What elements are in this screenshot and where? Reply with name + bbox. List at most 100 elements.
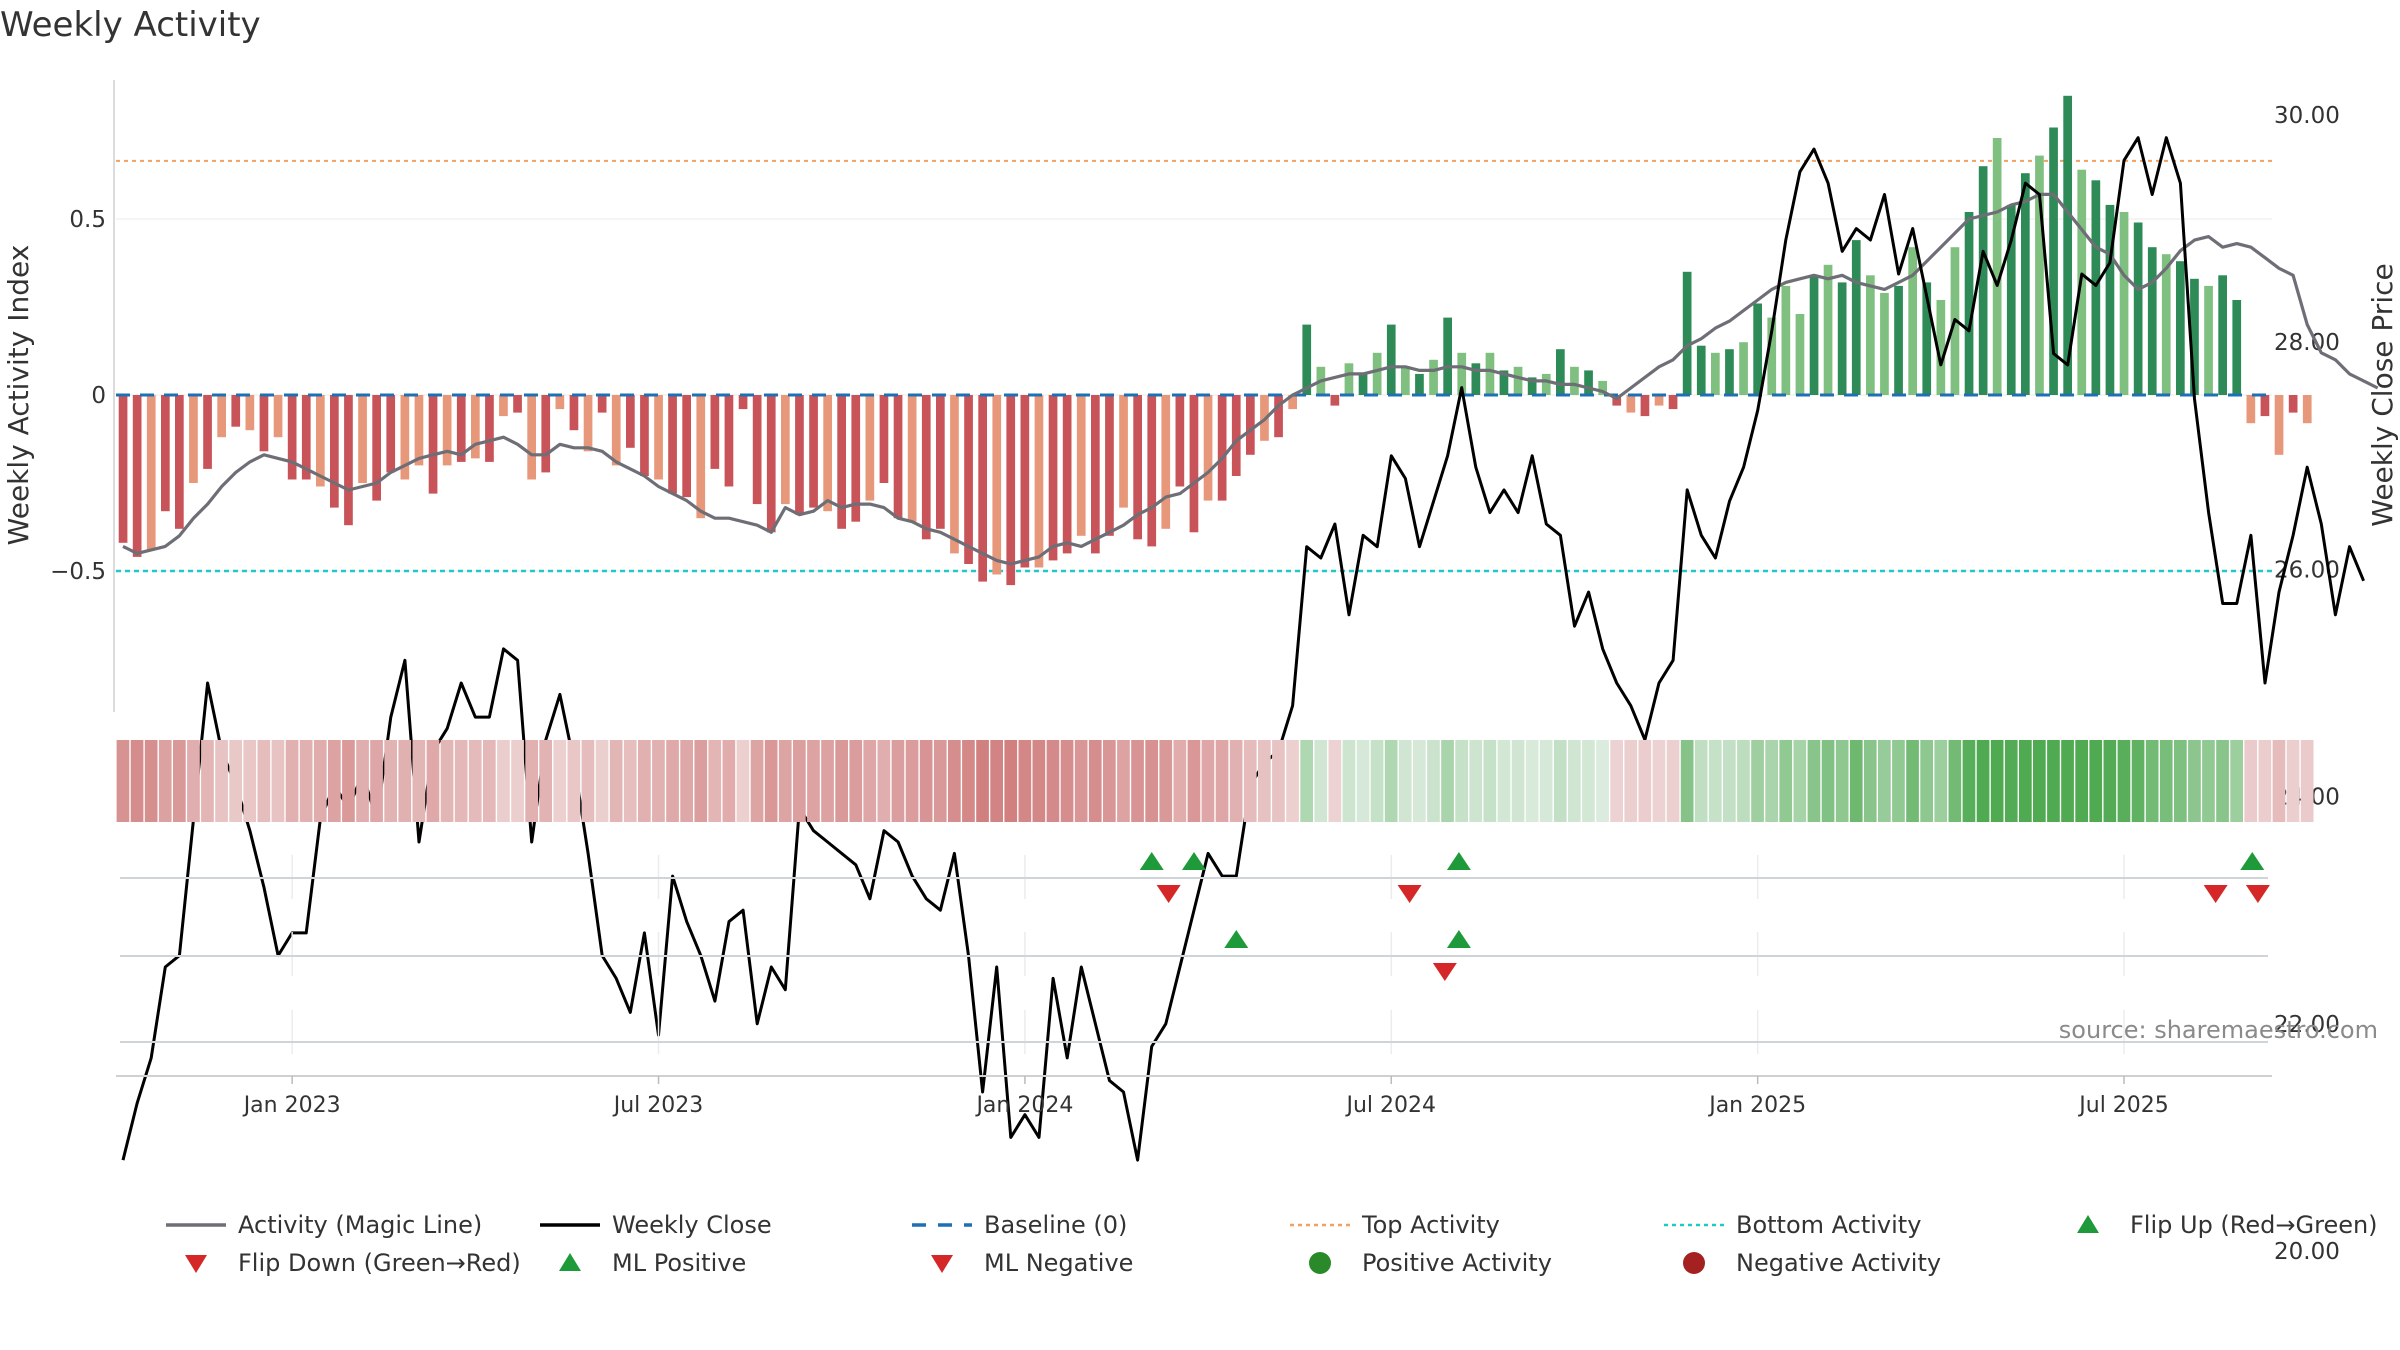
heat-cell [2019,740,2032,822]
legend-triangle-down-icon [185,1255,207,1273]
heat-cell [454,740,468,822]
heat-cell [158,740,172,822]
heat-cell [933,740,947,822]
activity-bar [1330,395,1340,406]
activity-bar [1302,324,1312,395]
activity-bar [611,395,621,466]
heat-cell [1934,740,1948,822]
activity-bar [1584,370,1593,395]
activity-bar [1485,352,1495,395]
activity-bar [1288,395,1297,410]
activity-bar [1358,373,1368,395]
heat-cell [497,740,510,822]
activity-bar [569,395,579,431]
activity-bar [555,395,565,410]
heat-cell [1384,740,1398,822]
activity-bar [428,395,438,494]
heat-cell [962,740,975,822]
heat-cell [412,740,426,822]
activity-bar [1175,395,1185,487]
flip-up-marker [2240,852,2265,870]
activity-bar [1020,395,1030,568]
heat-cell [328,740,341,822]
heat-cell [807,740,820,822]
heat-cell [2145,740,2159,822]
activity-bar [921,395,931,540]
heat-cell [891,740,905,822]
activity-bar [316,395,325,487]
activity-bar [1725,349,1734,395]
left-tick-label: 0 [91,383,106,409]
activity-bar [2091,180,2101,395]
legend-triangle-up-icon [2077,1215,2099,1233]
heat-cell [1511,740,1525,822]
activity-bar [1682,271,1692,395]
activity-bar [1217,395,1227,501]
heat-cell [680,740,693,822]
activity-bar [1527,377,1537,395]
heat-cell [708,740,722,822]
heat-cell [1525,740,1539,822]
heat-cell [2103,740,2117,822]
heat-cell [1906,740,1919,822]
ml-negative-marker [1432,963,1457,981]
heat-cell [1286,740,1299,822]
activity-bar [1513,366,1523,395]
x-tick-label: Jan 2024 [974,1093,1073,1118]
activity-bar [1612,395,1622,406]
heat-cell [2230,740,2243,822]
heat-cell [1568,740,1581,822]
activity-bar [978,395,987,582]
flip-up-marker [1182,852,1206,870]
activity-bar [1443,317,1452,395]
heat-cell [1088,740,1102,822]
activity-bar [1711,352,1720,395]
heat-cell [299,740,313,822]
activity-bar [1823,264,1833,395]
heat-cell [2061,740,2074,822]
activity-bar [1274,395,1283,438]
activity-bar [710,395,720,469]
heat-cell [1948,740,1962,822]
activity-bar [1556,349,1565,395]
left-tick-label: 0.5 [69,207,106,233]
legend-label: Bottom Activity [1736,1211,1921,1239]
heat-cell [1074,740,1088,822]
heat-cell [1990,740,2004,822]
activity-bar [301,395,311,480]
activity-bar [1401,366,1410,395]
activity-bar [1429,359,1438,395]
activity-bar [682,395,691,498]
activity-bar [2260,395,2270,417]
heat-cell [1398,740,1412,822]
legend-label: ML Negative [984,1249,1133,1277]
heat-cell [1624,740,1638,822]
x-axis: Jan 2023 Jul 2023 Jan 2024 Jul 2024 Jan 2025… [116,1075,2272,1118]
heat-cell [1131,740,1144,822]
activity-bar [2035,155,2044,395]
heat-cell [877,740,891,822]
heat-cell [1004,740,1018,822]
heat-cell [652,740,665,822]
legend-label: Flip Up (Red→Green) [2130,1211,2378,1239]
activity-bar [2049,127,2058,395]
heat-cell [666,740,679,822]
heat-cell [750,740,764,822]
activity-bar [456,395,466,462]
activity-bar [907,395,917,522]
heat-cell [1258,740,1271,822]
flip-up-marker [1446,852,1471,870]
activity-bar [1795,314,1805,395]
activity-bar [766,395,776,533]
activity-bar [132,395,142,557]
activity-bar [781,395,790,505]
heat-cell [525,740,538,822]
activity-bar [485,395,494,462]
heat-cell [1807,740,1821,822]
activity-bar [1640,395,1650,417]
activity-bar [640,395,649,476]
heat-cell [384,740,397,822]
heat-cell [553,740,567,822]
heat-cell [1046,740,1060,822]
